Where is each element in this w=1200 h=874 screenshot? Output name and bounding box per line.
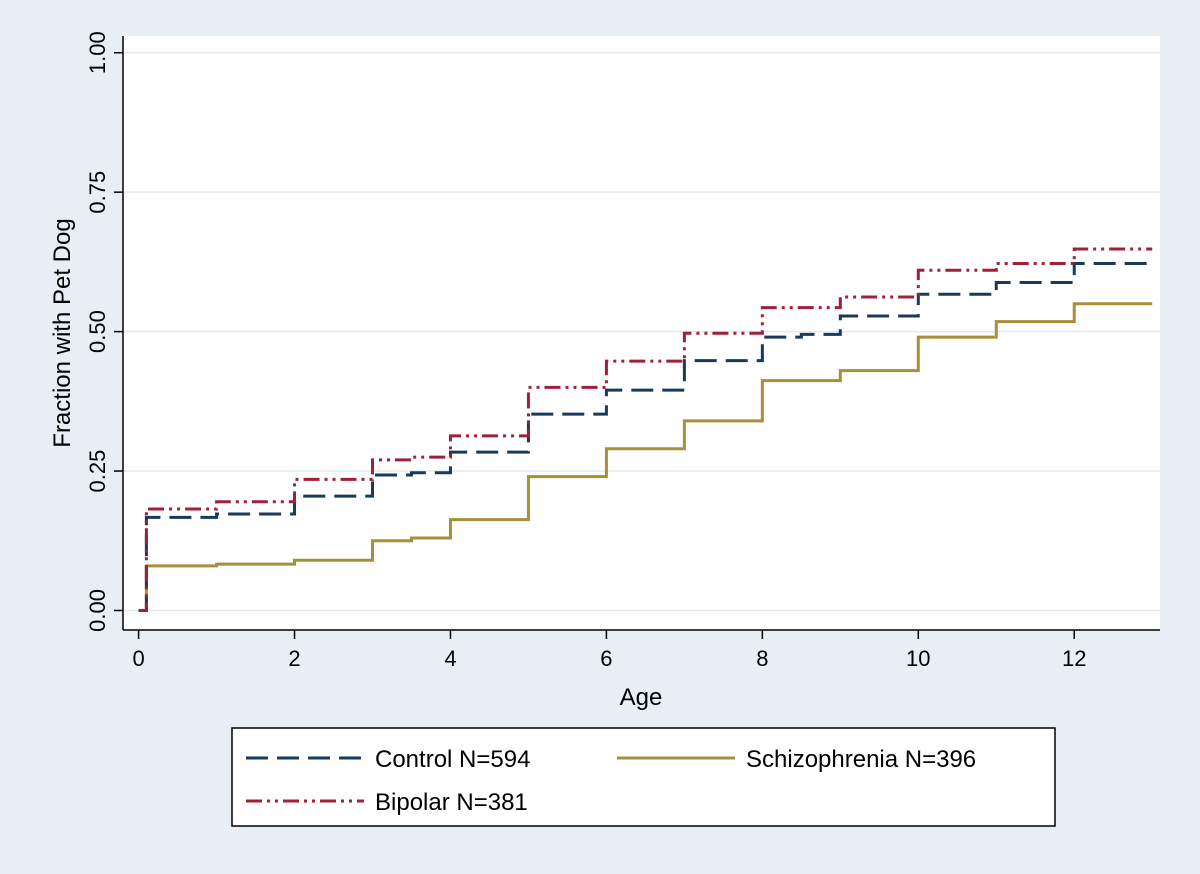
x-tick-label-0: 0	[132, 646, 144, 671]
y-axis-ticks: 0.00 0.25 0.50 0.75 1.00	[85, 31, 123, 632]
x-axis-ticks: 0 2 4 6 8 10 12	[132, 630, 1086, 671]
grid-lines	[123, 51, 1160, 612]
legend-label-1: Schizophrenia N=396	[746, 746, 976, 773]
x-tick-label-5: 10	[906, 646, 930, 671]
y-tick-label-4: 1.00	[85, 31, 110, 74]
x-tick-label-2: 4	[444, 646, 456, 671]
x-tick-label-4: 8	[756, 646, 768, 671]
series-line-1	[138, 302, 1153, 612]
plot-area	[123, 36, 1160, 630]
x-axis-title: Age	[620, 684, 663, 711]
y-axis-title: Fraction with Pet Dog	[49, 218, 76, 447]
y-tick-label-3: 0.75	[85, 171, 110, 214]
y-tick-label-1: 0.25	[85, 450, 110, 493]
legend: Control N=594 Schizophrenia N=396 Bipolar …	[246, 746, 976, 816]
legend-label-0: Control N=594	[375, 746, 530, 773]
series-line-0	[138, 262, 1153, 612]
x-tick-label-3: 6	[600, 646, 612, 671]
legend-box	[231, 727, 1056, 827]
x-tick-label-6: 12	[1062, 646, 1086, 671]
y-tick-label-0: 0.00	[85, 589, 110, 632]
x-tick-label-1: 2	[288, 646, 300, 671]
series-line-2	[138, 247, 1153, 612]
legend-label-2: Bipolar N=381	[375, 789, 528, 816]
y-tick-label-2: 0.50	[85, 310, 110, 353]
series-lines	[138, 247, 1153, 612]
